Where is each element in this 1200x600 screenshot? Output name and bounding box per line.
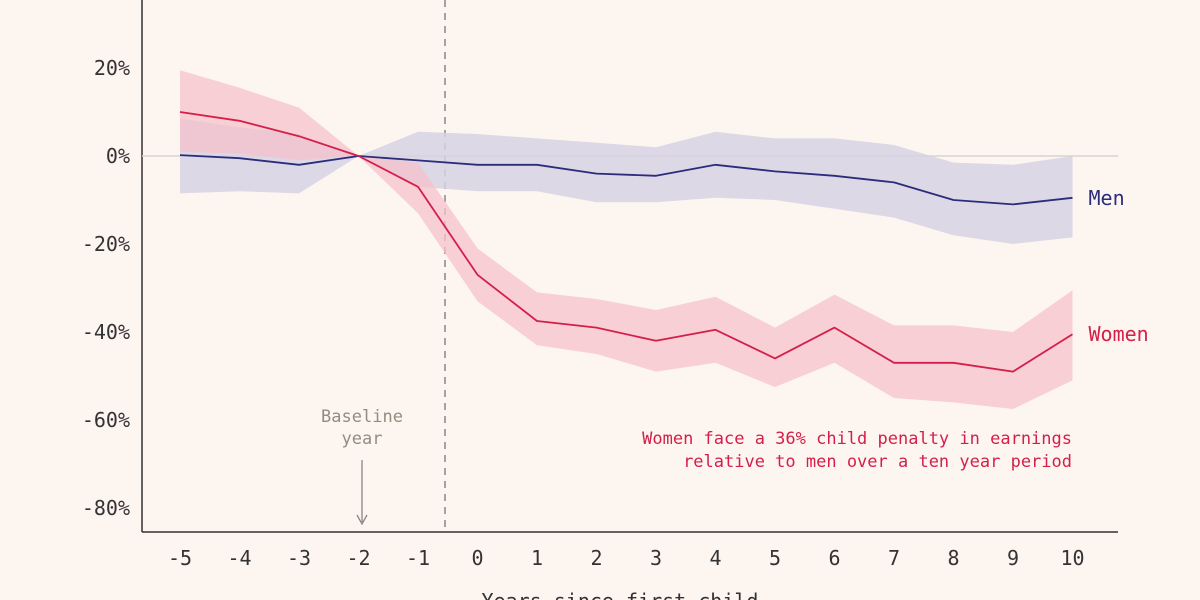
x-tick-label: 8	[947, 546, 959, 570]
x-tick-label: -1	[406, 546, 430, 570]
x-tick-label: 4	[709, 546, 721, 570]
women-series-label: Women	[1089, 322, 1149, 346]
x-tick-label: -5	[168, 546, 192, 570]
x-tick-label: 3	[650, 546, 662, 570]
x-tick-label: 9	[1007, 546, 1019, 570]
confidence-bands	[180, 70, 1073, 409]
penalty-note-line2: relative to men over a ten year period	[683, 452, 1072, 472]
series-lines	[179, 111, 1073, 373]
women-confidence-band	[180, 70, 1073, 409]
men-series-label: Men	[1089, 186, 1125, 210]
men-confidence-band	[180, 118, 1073, 244]
men-series-line	[179, 154, 1073, 206]
y-tick-label: -20%	[82, 232, 130, 256]
x-tick-label: 5	[769, 546, 781, 570]
x-tick-label: -3	[287, 546, 311, 570]
y-tick-label: 20%	[94, 56, 130, 80]
baseline-label-line2: year	[342, 429, 383, 449]
y-tick-label: -40%	[82, 320, 130, 344]
y-tick-label: 0%	[106, 144, 130, 168]
x-tick-label: -2	[346, 546, 370, 570]
penalty-note-line1: Women face a 36% child penalty in earnin…	[642, 429, 1072, 449]
x-tick-labels: -5 -4 -3 -2 -1 0 1 2 3 4 5 6 7 8 9 10	[168, 546, 1085, 570]
x-tick-label: 7	[888, 546, 900, 570]
x-tick-label: 6	[828, 546, 840, 570]
x-tick-label: 10	[1060, 546, 1084, 570]
x-tick-label: 0	[471, 546, 483, 570]
y-tick-labels: 20% 0% -20% -40% -60% -80%	[82, 56, 130, 520]
y-tick-label: -80%	[82, 496, 130, 520]
x-axis-title: Years since first child	[482, 589, 759, 600]
baseline-arrow-head	[356, 514, 368, 526]
series-labels: Men Women	[1089, 186, 1149, 346]
women-series-line	[179, 111, 1073, 373]
x-tick-label: 2	[590, 546, 602, 570]
baseline-label-line1: Baseline	[321, 407, 403, 427]
x-tick-label: 1	[531, 546, 543, 570]
x-tick-label: -4	[227, 546, 251, 570]
y-tick-label: -60%	[82, 408, 130, 432]
